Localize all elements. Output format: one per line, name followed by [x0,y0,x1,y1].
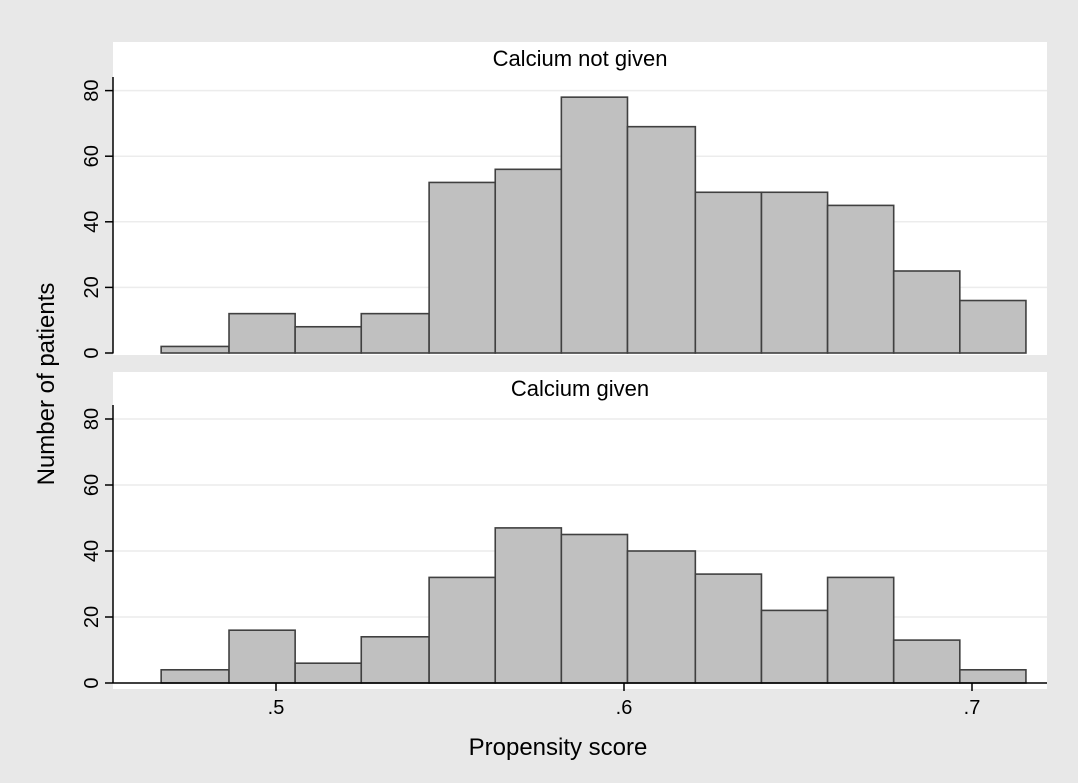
histogram-bar [560,533,629,684]
y-tick-label: 60 [81,474,103,496]
histogram-bar [892,270,961,354]
histogram-bar [428,181,497,354]
histogram-bar [626,125,697,354]
histogram-bar [294,325,363,354]
histogram-bar [494,168,563,354]
y-tick-label: 40 [81,540,103,562]
histogram-bar [826,576,895,684]
y-tick-label: 0 [81,347,103,358]
x-tick-label: .6 [616,697,633,719]
y-tick-label: 0 [81,677,103,688]
y-tick-label: 80 [81,79,103,101]
panel-title: Calcium given [511,376,649,401]
y-tick-label: 60 [81,145,103,167]
histogram-bar [294,662,363,684]
histogram-bar [360,635,430,684]
y-axis-label: Number of patients [33,283,60,486]
histogram-bar [959,299,1027,354]
histogram-bar [892,639,961,684]
histogram-bar [360,312,430,354]
x-axis-label: Propensity score [469,734,648,761]
histogram-bar [160,668,230,684]
y-tick-label: 80 [81,408,103,430]
panel-title: Calcium not given [493,46,668,71]
y-tick-label: 20 [81,276,103,298]
x-tick-label: .5 [268,697,285,719]
y-tick-label: 40 [81,211,103,233]
y-tick-label: 20 [81,606,103,628]
histogram-bar [494,527,563,684]
panel-calcium-not-given: Calcium not given 0 20 40 60 80 [81,42,1047,359]
x-tick-label: .7 [964,697,981,719]
histogram-bar [760,609,829,684]
histogram-bar [228,629,296,684]
histogram-bar [959,668,1027,684]
histogram-bar [428,576,497,684]
histogram-bar [826,204,895,354]
histogram-bar [160,345,230,354]
panel-calcium-given: Calcium given 0 20 40 60 80 .5 .6 .7 [81,372,1047,719]
histogram-bar [760,191,829,354]
histogram-bar [228,312,296,354]
histogram-bar [626,550,697,684]
histogram-bar [694,191,763,354]
histogram-bar [560,96,629,354]
histogram-bar [694,573,763,684]
